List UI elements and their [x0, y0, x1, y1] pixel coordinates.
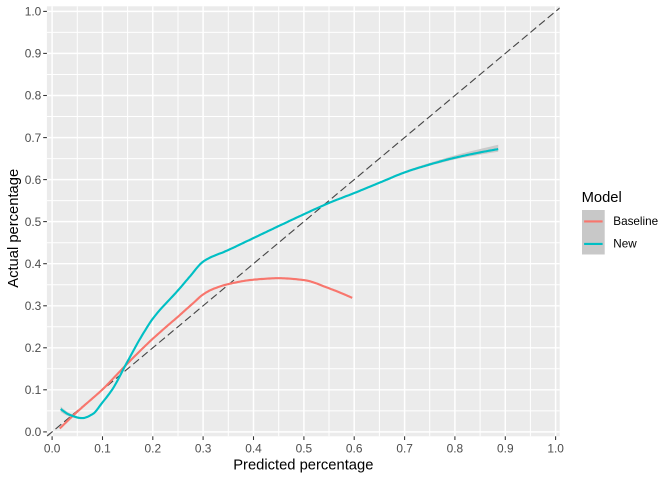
svg-text:0.4: 0.4 — [25, 257, 42, 271]
svg-text:New: New — [613, 237, 637, 250]
svg-text:0.4: 0.4 — [245, 442, 262, 456]
svg-text:0.6: 0.6 — [346, 442, 363, 456]
svg-text:0.8: 0.8 — [25, 89, 42, 103]
svg-text:0.6: 0.6 — [25, 173, 42, 187]
svg-text:0.5: 0.5 — [296, 442, 313, 456]
svg-text:0.0: 0.0 — [44, 442, 61, 456]
svg-text:0.2: 0.2 — [145, 442, 162, 456]
svg-text:0.9: 0.9 — [497, 442, 514, 456]
svg-text:Baseline: Baseline — [613, 215, 658, 228]
svg-text:0.3: 0.3 — [195, 442, 212, 456]
svg-text:1.0: 1.0 — [547, 442, 564, 456]
svg-text:0.7: 0.7 — [25, 131, 42, 145]
svg-text:1.0: 1.0 — [25, 5, 42, 19]
svg-text:0.5: 0.5 — [25, 215, 42, 229]
svg-text:0.1: 0.1 — [94, 442, 111, 456]
svg-text:0.2: 0.2 — [25, 341, 42, 355]
svg-text:0.8: 0.8 — [447, 442, 464, 456]
svg-text:Model: Model — [582, 190, 622, 206]
svg-text:0.1: 0.1 — [25, 383, 42, 397]
svg-text:0.9: 0.9 — [25, 47, 42, 61]
svg-text:0.0: 0.0 — [25, 425, 42, 439]
svg-text:0.7: 0.7 — [396, 442, 413, 456]
svg-text:Actual percentage: Actual percentage — [6, 169, 22, 288]
svg-text:Predicted percentage: Predicted percentage — [233, 458, 373, 474]
svg-text:0.3: 0.3 — [25, 299, 42, 313]
